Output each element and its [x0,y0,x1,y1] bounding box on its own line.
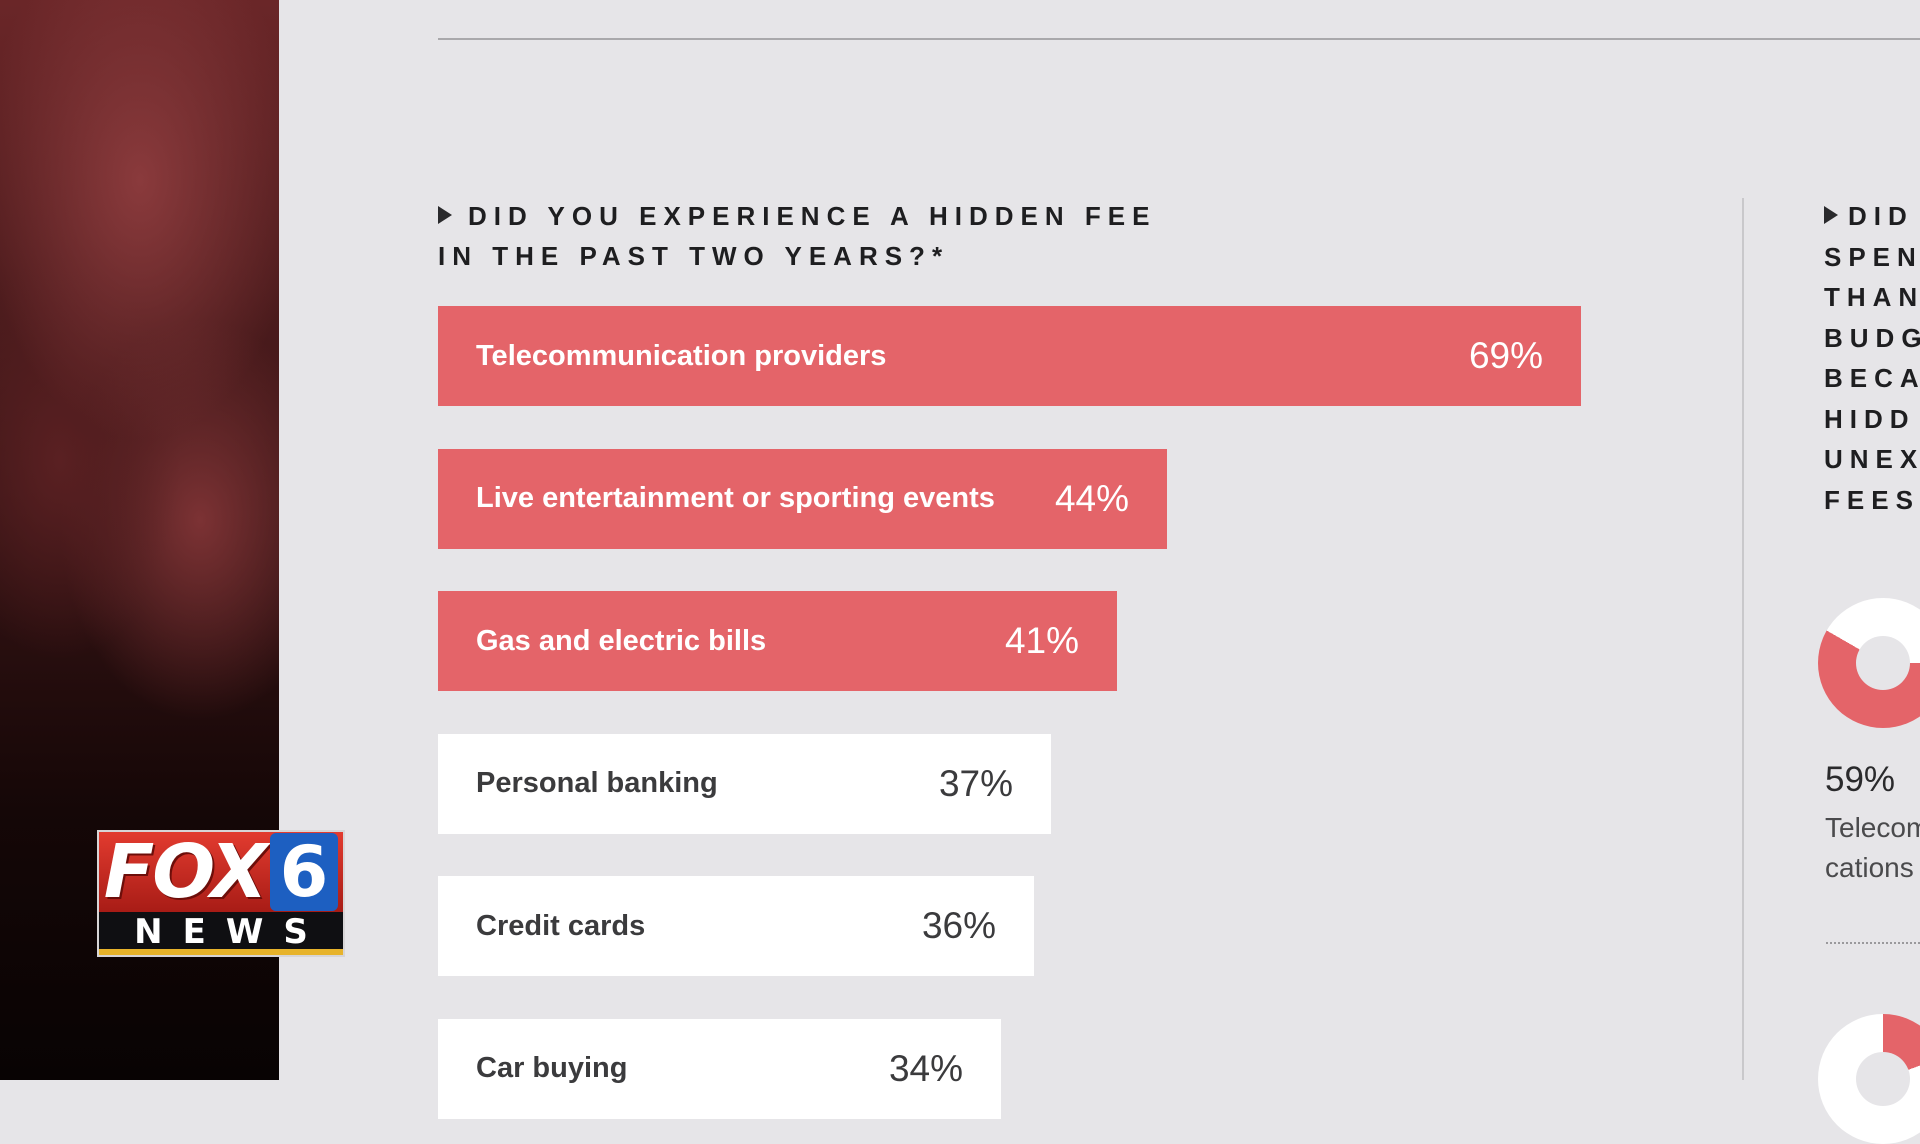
chart-title: DID YOU EXPERIENCE A HIDDEN FEE IN THE P… [438,196,1158,276]
side-percent: 59% [1825,760,1896,799]
side-heading-line: UNEX [1824,444,1920,474]
logo-top: FOX 6 [99,830,343,915]
logo-number: 6 [269,833,339,911]
chart-title-line-2: IN THE PAST TWO YEARS?* [438,241,950,271]
logo-brand: FOX [103,830,268,915]
fox6-news-logo: FOX 6 NEWS [97,830,345,957]
side-heading-line: THAN [1824,282,1920,312]
bar-value-label: 69% [1468,335,1543,376]
bar-value-label: 36% [921,905,996,946]
dotted-separator [1826,942,1920,944]
bar: Live entertainment or sporting events 44% [438,448,1167,549]
bar: Car buying 34% [438,1018,1001,1119]
logo-stripe [99,949,343,955]
bar-label: Telecommunication providers [476,339,887,372]
chart-title-line-1: DID YOU EXPERIENCE A HIDDEN FEE [468,201,1157,231]
bar-label: Personal banking [476,767,718,799]
bar-value-label: 44% [1054,477,1129,519]
bar: Gas and electric bills 41% [438,591,1117,691]
side-heading-line: BECA [1824,363,1920,393]
side-heading-line: FEES? [1824,484,1920,515]
side-heading-line: DID [1824,196,1920,237]
bar: Personal banking 37% [438,733,1051,834]
logo-news: NEWS [99,912,343,952]
triangle-bullet-icon [438,206,452,224]
donut-chart [1818,1014,1920,1144]
column-divider [1742,198,1744,1080]
side-heading-line: BUDG [1824,322,1920,353]
side-heading-line: HIDD [1824,403,1916,434]
donut-chart [1818,598,1920,728]
side-subtitle: Telecom cations [1825,808,1920,888]
bar: Telecommunication providers 69% [438,306,1581,406]
bar: Credit cards 36% [438,876,1034,976]
side-subtitle-line: Telecom [1825,812,1920,843]
bar-label: Live entertainment or sporting events [476,482,995,514]
top-rule [438,38,1920,40]
bar-label: Car buying [476,1052,628,1084]
bar-value-label: 34% [888,1047,963,1089]
side-heading-line: SPEN [1824,241,1920,272]
bar-label: Credit cards [476,909,646,942]
bar-label: Gas and electric bills [476,624,767,657]
bar-value-label: 41% [1004,620,1079,661]
side-subtitle-line: cations [1825,852,1914,883]
triangle-bullet-icon [1824,206,1838,224]
bar-value-label: 37% [938,762,1013,804]
side-panel-heading: DID SPEN THAN BUDG BECA HIDD UNEX FEES? [1824,196,1920,520]
